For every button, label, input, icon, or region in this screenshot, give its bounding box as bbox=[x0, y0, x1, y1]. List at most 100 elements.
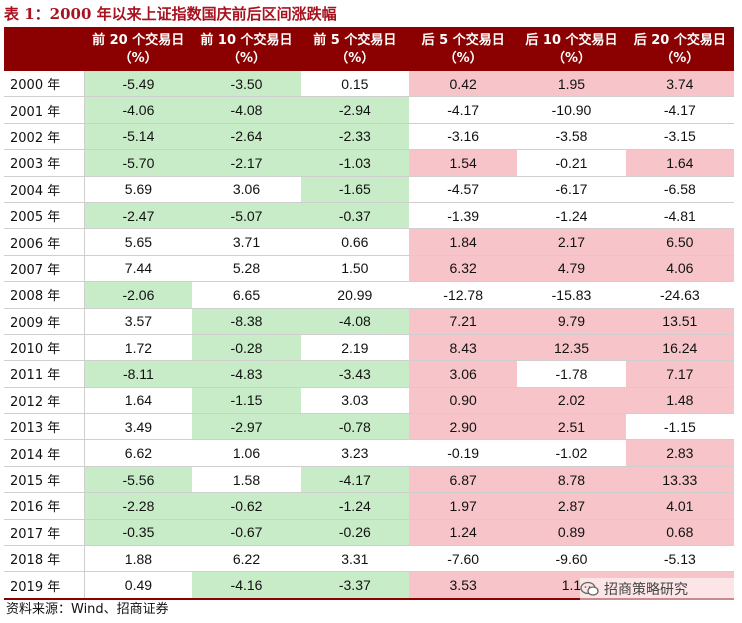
table-row: 2000 年 -5.49 -3.50 0.15 0.42 1.95 3.74 bbox=[4, 71, 734, 98]
table-row: 2002 年 -5.14 -2.64 -2.33 -3.16 -3.58 -3.15 bbox=[4, 123, 734, 151]
table-row: 2012 年 1.64 -1.15 3.03 0.90 2.02 1.48 bbox=[4, 387, 734, 415]
value-cell: -6.17 bbox=[517, 176, 626, 203]
value-cell: 1.50 bbox=[300, 255, 409, 283]
value-cell: 1.88 bbox=[84, 545, 193, 573]
year-cell: 2002 年 bbox=[4, 123, 85, 151]
value-cell: 8.78 bbox=[517, 466, 626, 494]
value-cell: -0.21 bbox=[517, 149, 626, 177]
value-cell: -2.64 bbox=[192, 123, 301, 151]
value-cell: -2.33 bbox=[300, 123, 409, 151]
year-cell: 2001 年 bbox=[4, 96, 85, 124]
value-cell: 1.95 bbox=[517, 71, 626, 98]
value-cell: 1.64 bbox=[84, 387, 193, 415]
value-cell: -4.16 bbox=[192, 571, 301, 600]
table-row: 2015 年 -5.56 1.58 -4.17 6.87 8.78 13.33 bbox=[4, 466, 734, 494]
value-cell: -8.11 bbox=[84, 360, 193, 388]
value-cell: 3.53 bbox=[408, 571, 518, 600]
value-cell: 0.66 bbox=[300, 228, 409, 256]
value-cell: 2.17 bbox=[517, 228, 626, 256]
value-cell: 6.50 bbox=[625, 228, 734, 256]
value-cell: -3.15 bbox=[625, 123, 734, 151]
value-cell: 13.33 bbox=[625, 466, 734, 494]
value-cell: 0.68 bbox=[625, 519, 734, 547]
value-cell: -2.17 bbox=[192, 149, 301, 177]
value-cell: -0.28 bbox=[192, 334, 301, 362]
header-corner bbox=[4, 29, 84, 71]
value-cell: 5.69 bbox=[84, 176, 193, 203]
year-cell: 2000 年 bbox=[4, 71, 85, 98]
value-cell: 1.58 bbox=[192, 466, 301, 494]
value-cell: -5.56 bbox=[84, 466, 193, 494]
value-cell: -0.26 bbox=[300, 519, 409, 547]
value-cell: -1.15 bbox=[192, 387, 301, 415]
value-cell: 13.51 bbox=[625, 308, 734, 335]
value-cell: -4.17 bbox=[625, 96, 734, 124]
year-cell: 2011 年 bbox=[4, 360, 85, 388]
value-cell: 0.15 bbox=[300, 71, 409, 98]
value-cell: -0.67 bbox=[192, 519, 301, 547]
value-cell: 1.64 bbox=[625, 149, 734, 177]
value-cell: 4.79 bbox=[517, 255, 626, 283]
value-cell: 3.57 bbox=[84, 308, 193, 335]
value-cell: 3.49 bbox=[84, 413, 193, 441]
value-cell: 6.62 bbox=[84, 439, 193, 467]
value-cell: 2.83 bbox=[625, 439, 734, 467]
year-cell: 2019 年 bbox=[4, 571, 85, 600]
value-cell: -4.57 bbox=[408, 176, 518, 203]
year-cell: 2014 年 bbox=[4, 439, 85, 467]
value-cell: 7.17 bbox=[625, 360, 734, 388]
value-cell: -1.39 bbox=[408, 202, 518, 230]
table-row: 2017 年 -0.35 -0.67 -0.26 1.24 0.89 0.68 bbox=[4, 519, 734, 547]
value-cell: -3.58 bbox=[517, 123, 626, 151]
table-row: 2013 年 3.49 -2.97 -0.78 2.90 2.51 -1.15 bbox=[4, 413, 734, 441]
value-cell: 3.74 bbox=[625, 71, 734, 98]
value-cell: -0.35 bbox=[84, 519, 193, 547]
value-cell: 7.21 bbox=[408, 308, 518, 335]
table-body: 2000 年 -5.49 -3.50 0.15 0.42 1.95 3.74 2001 年 -4… bbox=[4, 71, 734, 600]
header-post-5: 后 5 个交易日（%） bbox=[408, 29, 518, 71]
value-cell: -4.83 bbox=[192, 360, 301, 388]
value-cell: 1.72 bbox=[84, 334, 193, 362]
value-cell: 0.89 bbox=[517, 519, 626, 547]
header-row: 前 20 个交易日（%） 前 10 个交易日（%） 前 5 个交易日（%） 后 … bbox=[4, 29, 734, 71]
year-cell: 2010 年 bbox=[4, 334, 85, 362]
value-cell: -1.78 bbox=[517, 360, 626, 388]
value-cell: 2.02 bbox=[517, 387, 626, 415]
value-cell: 3.06 bbox=[192, 176, 301, 203]
value-cell: 2.87 bbox=[517, 492, 626, 520]
value-cell: 0.42 bbox=[408, 71, 518, 98]
value-cell: 2.51 bbox=[517, 413, 626, 441]
watermark: 招商策略研究 bbox=[580, 578, 740, 600]
value-cell: -3.37 bbox=[300, 571, 409, 600]
value-cell: -10.90 bbox=[517, 96, 626, 124]
table-row: 2004 年 5.69 3.06 -1.65 -4.57 -6.17 -6.58 bbox=[4, 176, 734, 203]
value-cell: 6.22 bbox=[192, 545, 301, 573]
header-pre-5: 前 5 个交易日（%） bbox=[300, 29, 409, 71]
year-cell: 2013 年 bbox=[4, 413, 85, 441]
value-cell: 3.31 bbox=[300, 545, 409, 573]
header-pre-10: 前 10 个交易日（%） bbox=[192, 29, 301, 71]
value-cell: 4.01 bbox=[625, 492, 734, 520]
value-cell: -1.15 bbox=[625, 413, 734, 441]
header-post-20: 后 20 个交易日（%） bbox=[625, 29, 734, 71]
value-cell: -0.37 bbox=[300, 202, 409, 230]
value-cell: -4.17 bbox=[408, 96, 518, 124]
value-cell: -1.24 bbox=[517, 202, 626, 230]
value-cell: 0.90 bbox=[408, 387, 518, 415]
value-cell: 4.06 bbox=[625, 255, 734, 283]
year-cell: 2006 年 bbox=[4, 228, 85, 256]
value-cell: 20.99 bbox=[300, 281, 409, 309]
table-row: 2009 年 3.57 -8.38 -4.08 7.21 9.79 13.51 bbox=[4, 308, 734, 335]
value-cell: 0.49 bbox=[84, 571, 193, 600]
title-rule bbox=[4, 27, 734, 29]
value-cell: -2.06 bbox=[84, 281, 193, 309]
year-cell: 2005 年 bbox=[4, 202, 85, 230]
value-cell: -4.17 bbox=[300, 466, 409, 494]
value-cell: 1.54 bbox=[408, 149, 518, 177]
table-row: 2003 年 -5.70 -2.17 -1.03 1.54 -0.21 1.64 bbox=[4, 149, 734, 177]
value-cell: -1.24 bbox=[300, 492, 409, 520]
table-row: 2007 年 7.44 5.28 1.50 6.32 4.79 4.06 bbox=[4, 255, 734, 283]
header-post-10: 后 10 个交易日（%） bbox=[517, 29, 626, 71]
year-cell: 2017 年 bbox=[4, 519, 85, 547]
